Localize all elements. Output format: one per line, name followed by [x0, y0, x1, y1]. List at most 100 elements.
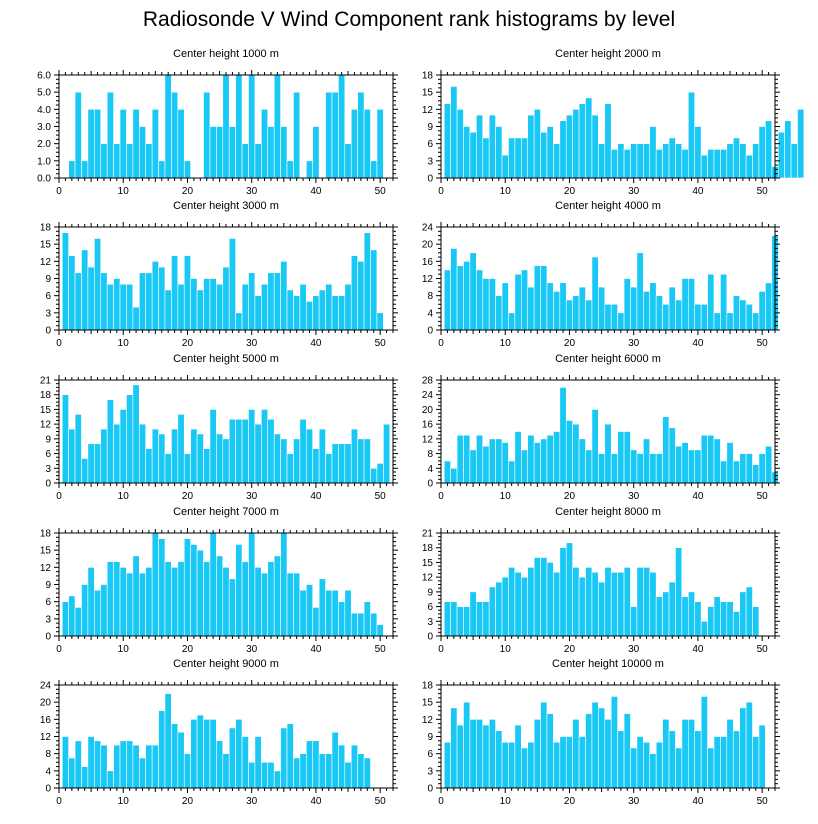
y-tick-label: 12: [40, 257, 52, 268]
histogram-bar: [94, 740, 102, 789]
histogram-bar: [376, 312, 384, 331]
histogram-bar: [267, 418, 275, 484]
histogram-bar: [578, 576, 586, 637]
x-tick-label: 20: [182, 644, 194, 655]
histogram-bar: [209, 532, 217, 637]
histogram-panel: Center height 2000 m 0 3 6 9 12 15 18 0 10 20 30 40 5…: [422, 48, 805, 197]
histogram-bar: [357, 438, 365, 484]
x-tick-label: 10: [500, 644, 512, 655]
y-tick-label: 18: [422, 543, 434, 554]
histogram-bar: [777, 131, 785, 179]
histogram-bar: [286, 160, 294, 179]
panel-title: Center height 3000 m: [173, 200, 279, 212]
histogram-bar: [241, 736, 249, 789]
x-tick-label: 10: [118, 338, 130, 349]
histogram-bar: [591, 701, 599, 789]
y-tick-label: 12: [422, 434, 434, 445]
histogram-bar: [171, 428, 179, 484]
x-tick-label: 10: [500, 338, 512, 349]
histogram-bar: [675, 143, 683, 179]
histogram-bar: [662, 143, 670, 179]
histogram-bar: [235, 74, 243, 179]
histogram-bar: [132, 744, 140, 789]
histogram-bar: [726, 442, 734, 484]
histogram-bar: [540, 265, 548, 331]
histogram-bar: [732, 730, 740, 789]
x-tick-label: 30: [628, 796, 640, 807]
histogram-bar: [376, 109, 384, 179]
histogram-bar: [604, 719, 612, 789]
histogram-bar: [707, 149, 715, 179]
histogram-bar: [694, 303, 702, 331]
x-tick-label: 50: [757, 186, 769, 197]
histogram-bar: [508, 312, 516, 331]
histogram-bar: [488, 438, 496, 484]
histogram-bar: [158, 433, 166, 484]
histogram-bar: [598, 286, 606, 331]
y-tick-label: 18: [40, 223, 52, 234]
histogram-bar: [463, 434, 471, 484]
histogram-bar: [501, 576, 509, 637]
histogram-bar: [745, 701, 753, 789]
histogram-bar: [745, 154, 753, 179]
histogram-bar: [158, 160, 166, 179]
histogram-bar: [177, 283, 185, 331]
histogram-bar: [293, 438, 301, 484]
histogram-bar: [241, 283, 249, 331]
histogram-bar: [694, 449, 702, 484]
histogram-bar: [138, 126, 147, 179]
histogram-bar: [196, 549, 204, 637]
histogram-bar: [203, 561, 211, 637]
x-tick-label: 0: [56, 796, 62, 807]
histogram-bar: [312, 448, 320, 484]
histogram-bar: [222, 438, 230, 484]
histogram-bar: [591, 409, 599, 484]
histogram-bar: [636, 252, 644, 331]
histogram-bar: [604, 103, 612, 179]
histogram-bar: [171, 91, 179, 179]
histogram-bar: [450, 248, 458, 331]
histogram-bar: [338, 74, 346, 179]
histogram-panel: Center height 1000 m 0.0 1.0 2.0 3.0 4.0 5.0 6.…: [37, 48, 398, 197]
histogram-bar: [331, 731, 339, 789]
x-tick-label: 20: [182, 338, 194, 349]
histogram-bar: [585, 567, 593, 637]
histogram-bar: [585, 299, 593, 331]
histogram-bar: [350, 109, 358, 179]
panel-title: Center height 1000 m: [173, 48, 279, 60]
histogram-bar: [495, 438, 503, 484]
histogram-bar: [623, 278, 631, 331]
histogram-bar: [81, 766, 89, 789]
x-tick-label: 30: [246, 796, 258, 807]
histogram-bar: [305, 428, 314, 484]
y-tick-label: 4: [45, 766, 51, 777]
histogram-bar: [456, 434, 464, 484]
histogram-bar: [765, 282, 773, 331]
x-tick-label: 10: [118, 186, 130, 197]
histogram-bar: [241, 561, 249, 637]
histogram-bar: [668, 730, 676, 789]
histogram-bar: [106, 561, 114, 637]
histogram-bar: [331, 443, 339, 484]
histogram-bar: [617, 312, 625, 331]
x-tick-label: 50: [757, 491, 769, 502]
panel-title: Center height 9000 m: [173, 658, 279, 670]
histogram-bar: [713, 149, 721, 179]
histogram-bar: [732, 295, 740, 331]
histogram-bar: [87, 443, 95, 484]
histogram-bar: [293, 295, 301, 331]
y-tick-label: 15: [422, 558, 434, 569]
histogram-bar: [376, 624, 384, 637]
histogram-bar: [158, 710, 166, 789]
histogram-bar: [443, 601, 451, 637]
histogram-bar: [106, 399, 114, 484]
histogram-bar: [681, 442, 689, 484]
histogram-bar: [469, 131, 477, 179]
histogram-bar: [630, 449, 638, 484]
y-tick-label: 6: [45, 597, 51, 608]
histogram-bar: [687, 91, 696, 179]
x-tick-label: 30: [628, 338, 640, 349]
histogram-bar: [578, 103, 586, 179]
histogram-bar: [482, 724, 490, 789]
histogram-bar: [617, 571, 625, 637]
